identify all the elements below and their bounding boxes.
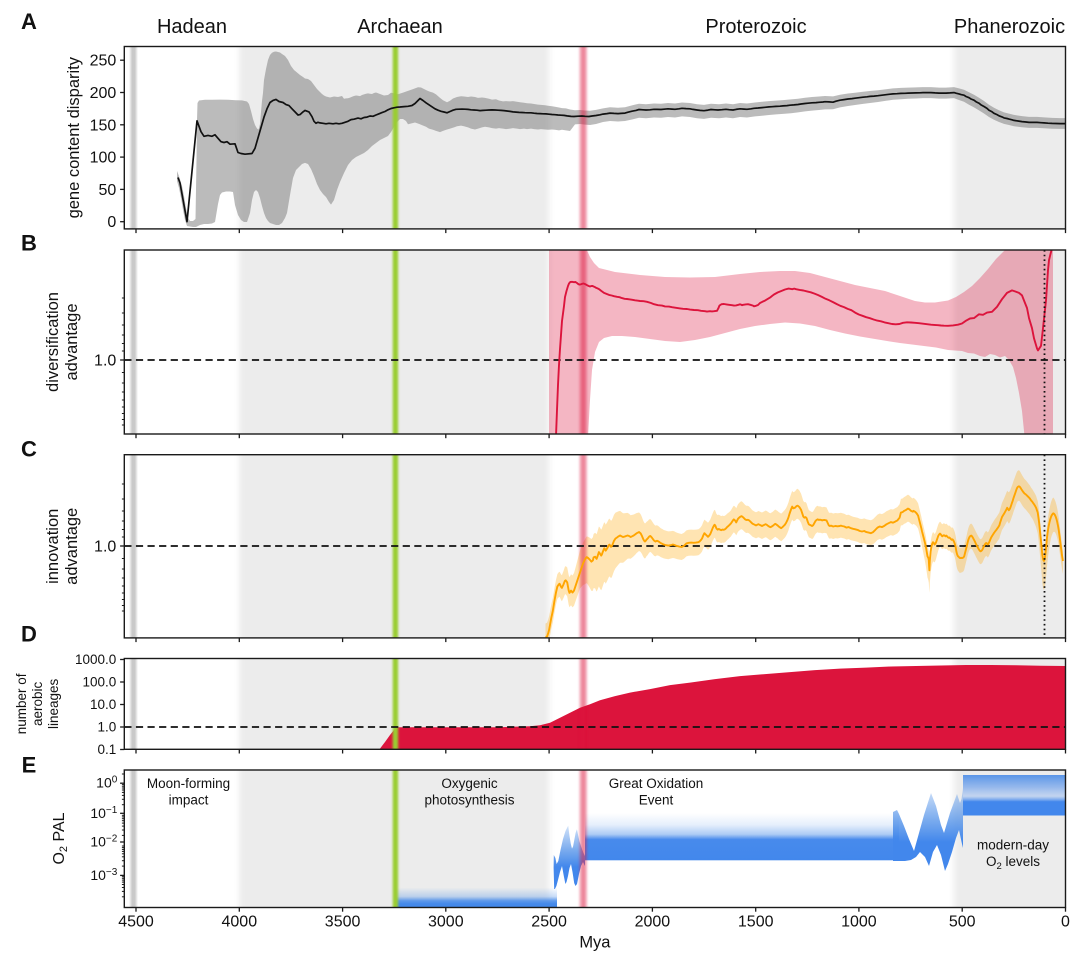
- svg-text:lineages: lineages: [46, 679, 61, 730]
- svg-text:diversification: diversification: [44, 292, 62, 392]
- svg-text:advantage: advantage: [63, 508, 81, 585]
- svg-text:Oxygenic: Oxygenic: [441, 776, 498, 791]
- svg-text:O2 PAL: O2 PAL: [51, 812, 70, 864]
- svg-text:Event: Event: [639, 793, 674, 808]
- svg-text:Moon-forming: Moon-forming: [147, 776, 230, 791]
- svg-text:150: 150: [90, 117, 117, 134]
- svg-text:photosynthesis: photosynthesis: [424, 793, 514, 808]
- svg-text:modern-day: modern-day: [977, 838, 1049, 853]
- svg-text:3500: 3500: [325, 914, 361, 931]
- svg-text:Mya: Mya: [579, 934, 611, 952]
- svg-text:0: 0: [1061, 914, 1070, 931]
- svg-text:4500: 4500: [118, 914, 154, 931]
- svg-text:Archaean: Archaean: [357, 16, 443, 38]
- svg-text:C: C: [21, 437, 37, 462]
- svg-text:1000: 1000: [841, 914, 877, 931]
- svg-text:Phanerozoic: Phanerozoic: [954, 16, 1065, 38]
- svg-text:A: A: [21, 9, 37, 34]
- svg-text:innovation: innovation: [44, 509, 62, 584]
- svg-text:0: 0: [107, 214, 116, 231]
- svg-text:4000: 4000: [222, 914, 258, 931]
- svg-text:250: 250: [90, 53, 117, 70]
- svg-text:10.0: 10.0: [90, 697, 116, 712]
- svg-text:200: 200: [90, 85, 117, 102]
- svg-text:gene content disparity: gene content disparity: [65, 56, 83, 218]
- svg-text:0.1: 0.1: [98, 742, 117, 757]
- svg-text:Hadean: Hadean: [157, 16, 227, 38]
- svg-text:10−3: 10−3: [90, 867, 117, 883]
- svg-text:10−2: 10−2: [90, 834, 117, 850]
- svg-text:Great Oxidation: Great Oxidation: [609, 776, 704, 791]
- svg-text:50: 50: [99, 182, 117, 199]
- svg-text:B: B: [21, 231, 37, 256]
- svg-text:aerobic: aerobic: [30, 682, 45, 727]
- svg-text:100.0: 100.0: [83, 675, 117, 690]
- svg-text:1.0: 1.0: [94, 539, 116, 556]
- svg-text:advantage: advantage: [63, 303, 81, 380]
- svg-text:1000.0: 1000.0: [75, 652, 116, 667]
- svg-text:Proterozoic: Proterozoic: [705, 16, 806, 38]
- svg-text:1.0: 1.0: [94, 353, 116, 370]
- svg-text:100: 100: [90, 150, 117, 167]
- svg-text:1.0: 1.0: [98, 720, 117, 735]
- svg-text:100: 100: [96, 775, 118, 791]
- svg-text:D: D: [21, 622, 37, 647]
- svg-text:E: E: [22, 753, 37, 778]
- svg-text:500: 500: [949, 914, 976, 931]
- svg-text:number of: number of: [14, 673, 29, 734]
- svg-text:2000: 2000: [635, 914, 671, 931]
- svg-text:3000: 3000: [428, 914, 464, 931]
- svg-text:10−1: 10−1: [90, 805, 117, 821]
- svg-text:impact: impact: [169, 793, 209, 808]
- svg-text:1500: 1500: [738, 914, 774, 931]
- svg-text:2500: 2500: [531, 914, 567, 931]
